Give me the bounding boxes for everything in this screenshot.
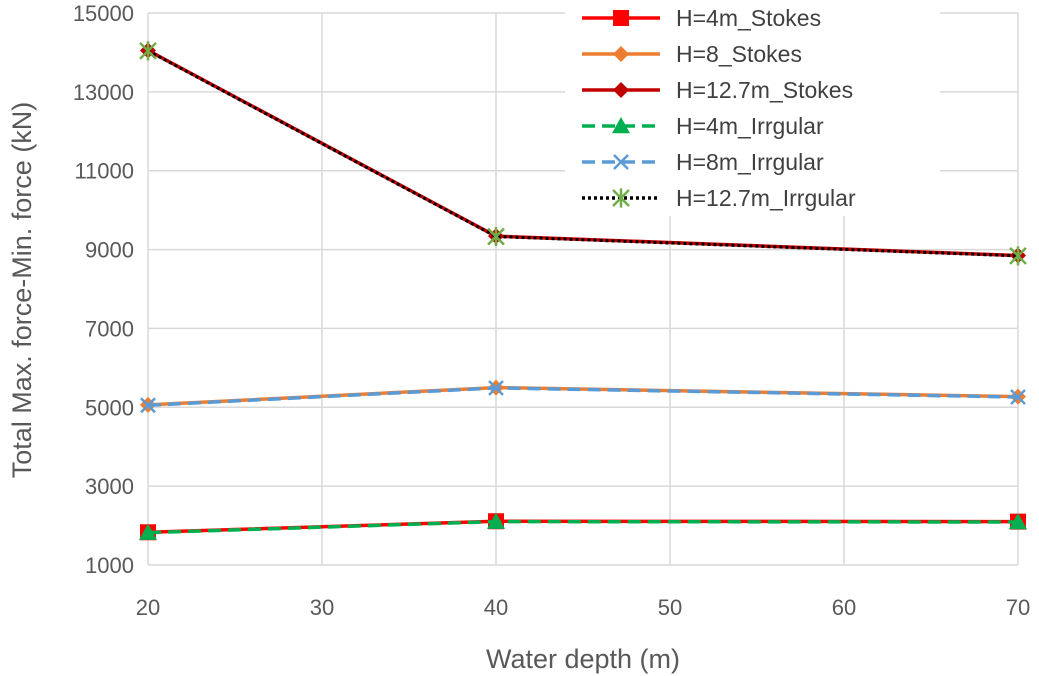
data-point [1010,389,1026,405]
data-point [139,41,157,61]
marker-star [612,188,630,208]
marker-x-stroke [488,380,504,396]
legend-label: H=4m_Irrgular [676,113,824,139]
x-tick-label: 60 [832,595,856,620]
data-point [487,512,505,529]
legend-label: H=12.7m_Stokes [676,77,853,103]
series-line [147,519,1019,535]
series-line [147,519,1019,535]
legend: H=4m_Stokes H=8_Stokes H=12.7m_Stokes H=4m_… [582,5,856,211]
y-tick-label: 7000 [85,316,134,341]
x-tick-label: 70 [1006,595,1030,620]
tick-labels: 1000 3000 5000 7000 9000 11000 13000 15000 20 30 4… [73,1,1030,620]
legend-item: H=8m_Irrgular [582,149,824,175]
data-point [487,226,505,247]
data-point [1009,513,1027,530]
series-h-4m-stokes [140,513,1026,541]
marker-x-stroke [1010,389,1026,405]
y-tick-label: 5000 [85,395,134,420]
x-tick-label: 30 [310,595,334,620]
marker-diamond [613,46,629,62]
x-tick-label: 50 [658,595,682,620]
legend-item: H=4m_Stokes [582,5,821,31]
legend-item: H=12.7m_Irrgular [582,185,856,211]
marker-diamond [613,82,629,98]
x-tick-label: 40 [484,595,508,620]
legend-item: H=12.7m_Stokes [582,77,853,103]
marker-square [613,10,629,26]
series-h-4m-irrgular [139,512,1027,540]
legend-label: H=4m_Stokes [676,5,821,31]
legend-label: H=8m_Irrgular [676,149,824,175]
series-h-12-7m-irrgular [139,41,1027,266]
y-tick-label: 9000 [85,238,134,263]
series-lines [139,41,1027,541]
x-tick-label: 20 [136,595,160,620]
y-tick-label: 11000 [74,159,134,184]
y-axis-title: Total Max. force-Min. force (kN) [7,102,37,479]
y-tick-label: 3000 [85,474,134,499]
data-point [140,397,156,414]
data-point [139,523,157,540]
data-point [488,380,504,396]
y-tick-label: 13000 [73,80,134,105]
marker-triangle [612,117,630,134]
marker-x [613,154,629,170]
marker-x-stroke [613,154,629,170]
series-h-8m-irrgular [140,380,1026,414]
legend-item: H=4m_Irrgular [582,113,824,139]
marker-x-stroke [140,397,156,414]
legend-label: H=12.7m_Irrgular [676,185,856,211]
legend-item: H=8_Stokes [582,41,802,67]
legend-label: H=8_Stokes [676,41,802,67]
y-tick-label: 15000 [73,1,134,26]
data-point [1009,246,1027,266]
legend-background [565,4,940,216]
x-axis-title: Water depth (m) [486,644,680,674]
y-tick-label: 1000 [85,553,134,578]
